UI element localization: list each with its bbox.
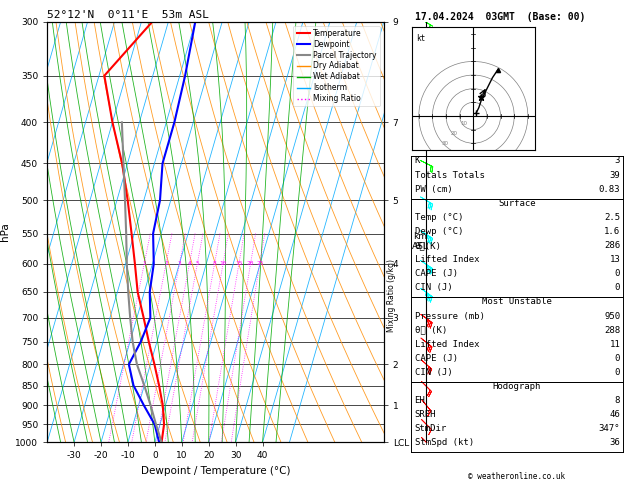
Text: Hodograph: Hodograph — [493, 382, 541, 391]
Text: 20: 20 — [247, 261, 254, 266]
Text: 0: 0 — [615, 269, 620, 278]
Text: 17.04.2024  03GMT  (Base: 00): 17.04.2024 03GMT (Base: 00) — [415, 12, 585, 22]
X-axis label: Dewpoint / Temperature (°C): Dewpoint / Temperature (°C) — [141, 466, 290, 476]
Text: PW (cm): PW (cm) — [415, 185, 452, 194]
Text: 347°: 347° — [599, 424, 620, 434]
Text: 20: 20 — [451, 131, 458, 136]
Text: CIN (J): CIN (J) — [415, 283, 452, 293]
Text: 3: 3 — [177, 261, 181, 266]
Text: 11: 11 — [610, 340, 620, 349]
Text: 52°12'N  0°11'E  53m ASL: 52°12'N 0°11'E 53m ASL — [47, 10, 209, 20]
Text: θᴇ (K): θᴇ (K) — [415, 326, 447, 335]
Text: 0: 0 — [615, 283, 620, 293]
Text: CAPE (J): CAPE (J) — [415, 269, 457, 278]
Text: Pressure (mb): Pressure (mb) — [415, 312, 484, 321]
Text: CIN (J): CIN (J) — [415, 368, 452, 377]
Text: CAPE (J): CAPE (J) — [415, 354, 457, 363]
Text: 10: 10 — [460, 122, 467, 126]
Text: 2.5: 2.5 — [604, 213, 620, 222]
Text: Dewp (°C): Dewp (°C) — [415, 227, 463, 236]
Text: 46: 46 — [610, 410, 620, 419]
Text: 288: 288 — [604, 326, 620, 335]
Text: Most Unstable: Most Unstable — [482, 297, 552, 307]
Text: 30: 30 — [441, 140, 448, 146]
Text: kt: kt — [416, 34, 425, 43]
Text: 13: 13 — [610, 255, 620, 264]
Text: StmSpd (kt): StmSpd (kt) — [415, 438, 474, 448]
Text: 5: 5 — [196, 261, 199, 266]
Text: θᴇ(K): θᴇ(K) — [415, 241, 442, 250]
Text: 25: 25 — [256, 261, 264, 266]
Text: 0: 0 — [615, 368, 620, 377]
Y-axis label: hPa: hPa — [0, 223, 9, 242]
Text: 4: 4 — [187, 261, 191, 266]
Text: Surface: Surface — [498, 199, 536, 208]
Text: 0: 0 — [615, 354, 620, 363]
Text: 3: 3 — [615, 156, 620, 166]
Text: 8: 8 — [615, 396, 620, 405]
Y-axis label: km
ASL: km ASL — [411, 232, 428, 251]
Text: 286: 286 — [604, 241, 620, 250]
Text: 0.83: 0.83 — [599, 185, 620, 194]
Text: 15: 15 — [235, 261, 243, 266]
Text: Temp (°C): Temp (°C) — [415, 213, 463, 222]
Text: © weatheronline.co.uk: © weatheronline.co.uk — [469, 472, 565, 481]
Text: Mixing Ratio (g/kg): Mixing Ratio (g/kg) — [387, 259, 396, 331]
Text: 950: 950 — [604, 312, 620, 321]
Text: 2: 2 — [164, 261, 168, 266]
Text: Lifted Index: Lifted Index — [415, 340, 479, 349]
Text: 10: 10 — [220, 261, 227, 266]
Text: K: K — [415, 156, 420, 166]
Text: 1: 1 — [142, 261, 146, 266]
Text: Totals Totals: Totals Totals — [415, 171, 484, 180]
Text: EH: EH — [415, 396, 425, 405]
Text: 39: 39 — [610, 171, 620, 180]
Text: StmDir: StmDir — [415, 424, 447, 434]
Text: SREH: SREH — [415, 410, 436, 419]
Legend: Temperature, Dewpoint, Parcel Trajectory, Dry Adiabat, Wet Adiabat, Isotherm, Mi: Temperature, Dewpoint, Parcel Trajectory… — [294, 26, 380, 106]
Text: 1.6: 1.6 — [604, 227, 620, 236]
Text: 8: 8 — [213, 261, 216, 266]
Text: 36: 36 — [610, 438, 620, 448]
Text: Lifted Index: Lifted Index — [415, 255, 479, 264]
